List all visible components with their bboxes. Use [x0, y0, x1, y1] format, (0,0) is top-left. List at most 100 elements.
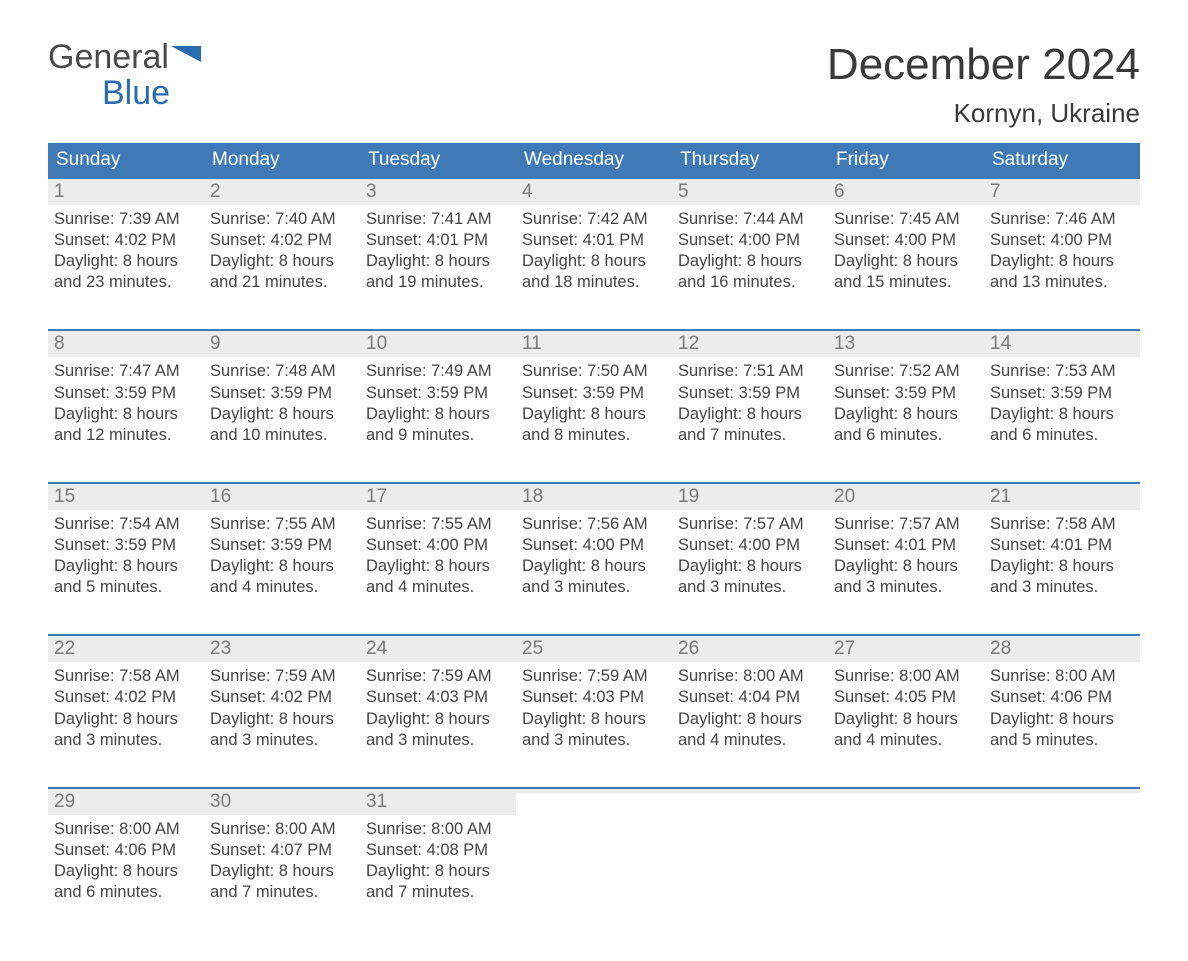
sunrise-value: 7:57 AM — [899, 515, 960, 533]
daylight-label: Daylight: — [678, 710, 742, 728]
title-block: December 2024 Kornyn, Ukraine — [827, 40, 1140, 129]
daylight-line1: Daylight: 8 hours — [54, 556, 198, 577]
sunrise-value: 7:41 AM — [431, 210, 492, 228]
day-cell: 1Sunrise: 7:39 AMSunset: 4:02 PMDaylight… — [48, 179, 204, 311]
sunrise-label: Sunrise: — [678, 515, 739, 533]
sunrise-label: Sunrise: — [54, 515, 115, 533]
sunset-value: 4:00 PM — [739, 536, 800, 554]
sunset-value: 3:59 PM — [739, 384, 800, 402]
sunrise-line: Sunrise: 7:57 AM — [834, 514, 978, 535]
header: General Blue December 2024 Kornyn, Ukrai… — [48, 40, 1140, 129]
daylight-line2: and 3 minutes. — [522, 730, 666, 751]
day-cell: 28Sunrise: 8:00 AMSunset: 4:06 PMDayligh… — [984, 636, 1140, 768]
sunset-line: Sunset: 4:02 PM — [210, 230, 354, 251]
sunrise-value: 7:58 AM — [119, 667, 180, 685]
location-label: Kornyn, Ukraine — [827, 98, 1140, 129]
sunrise-line: Sunrise: 7:59 AM — [210, 666, 354, 687]
sunset-label: Sunset: — [366, 231, 422, 249]
sunrise-label: Sunrise: — [54, 667, 115, 685]
sunset-value: 4:00 PM — [583, 536, 644, 554]
sunrise-label: Sunrise: — [990, 515, 1051, 533]
dow-tuesday: Tuesday — [360, 143, 516, 177]
day-number: 15 — [48, 484, 204, 510]
sunset-label: Sunset: — [678, 688, 734, 706]
sunrise-value: 7:55 AM — [275, 515, 336, 533]
daylight-label: Daylight: — [522, 252, 586, 270]
sunrise-label: Sunrise: — [522, 515, 583, 533]
sunrise-value: 7:56 AM — [587, 515, 648, 533]
daylight-value-1: 8 hours — [747, 557, 802, 575]
sunset-label: Sunset: — [210, 841, 266, 859]
sunset-line: Sunset: 3:59 PM — [210, 383, 354, 404]
daylight-label: Daylight: — [366, 862, 430, 880]
day-body: Sunrise: 7:49 AMSunset: 3:59 PMDaylight:… — [360, 357, 516, 463]
sunrise-value: 7:57 AM — [743, 515, 804, 533]
daylight-line1: Daylight: 8 hours — [54, 251, 198, 272]
sunset-value: 4:00 PM — [739, 231, 800, 249]
daylight-line1: Daylight: 8 hours — [990, 709, 1134, 730]
flag-icon — [171, 40, 201, 76]
sunset-label: Sunset: — [54, 841, 110, 859]
day-cell: 27Sunrise: 8:00 AMSunset: 4:05 PMDayligh… — [828, 636, 984, 768]
daylight-label: Daylight: — [54, 405, 118, 423]
daylight-line1: Daylight: 8 hours — [678, 404, 822, 425]
sunrise-line: Sunrise: 7:44 AM — [678, 209, 822, 230]
day-body: Sunrise: 7:46 AMSunset: 4:00 PMDaylight:… — [984, 205, 1140, 311]
day-body: Sunrise: 7:45 AMSunset: 4:00 PMDaylight:… — [828, 205, 984, 311]
daylight-value-1: 8 hours — [123, 405, 178, 423]
sunrise-value: 7:59 AM — [431, 667, 492, 685]
day-body: Sunrise: 8:00 AMSunset: 4:06 PMDaylight:… — [48, 815, 204, 921]
day-body: Sunrise: 7:55 AMSunset: 3:59 PMDaylight:… — [204, 510, 360, 616]
sunset-value: 4:00 PM — [895, 231, 956, 249]
sunrise-value: 7:52 AM — [899, 362, 960, 380]
sunrise-line: Sunrise: 7:55 AM — [366, 514, 510, 535]
daylight-value-1: 8 hours — [279, 862, 334, 880]
sunrise-label: Sunrise: — [366, 515, 427, 533]
daylight-value-1: 8 hours — [1059, 710, 1114, 728]
sunset-label: Sunset: — [210, 536, 266, 554]
sunset-label: Sunset: — [990, 231, 1046, 249]
sunset-label: Sunset: — [366, 688, 422, 706]
day-cell: 23Sunrise: 7:59 AMSunset: 4:02 PMDayligh… — [204, 636, 360, 768]
day-cell: 11Sunrise: 7:50 AMSunset: 3:59 PMDayligh… — [516, 331, 672, 463]
week-row: 15Sunrise: 7:54 AMSunset: 3:59 PMDayligh… — [48, 482, 1140, 616]
day-body: Sunrise: 7:59 AMSunset: 4:03 PMDaylight:… — [516, 662, 672, 768]
sunset-label: Sunset: — [366, 384, 422, 402]
sunrise-label: Sunrise: — [522, 362, 583, 380]
sunset-label: Sunset: — [834, 231, 890, 249]
day-cell — [828, 789, 984, 921]
daylight-line1: Daylight: 8 hours — [366, 404, 510, 425]
sunset-value: 4:03 PM — [427, 688, 488, 706]
day-body: Sunrise: 7:42 AMSunset: 4:01 PMDaylight:… — [516, 205, 672, 311]
sunrise-value: 8:00 AM — [743, 667, 804, 685]
daylight-line2: and 3 minutes. — [990, 577, 1134, 598]
day-body: Sunrise: 7:40 AMSunset: 4:02 PMDaylight:… — [204, 205, 360, 311]
sunrise-line: Sunrise: 7:56 AM — [522, 514, 666, 535]
sunset-line: Sunset: 4:06 PM — [54, 840, 198, 861]
sunrise-label: Sunrise: — [678, 667, 739, 685]
daylight-value-1: 8 hours — [435, 557, 490, 575]
daylight-line2: and 13 minutes. — [990, 272, 1134, 293]
sunset-value: 4:02 PM — [115, 688, 176, 706]
day-body: Sunrise: 7:41 AMSunset: 4:01 PMDaylight:… — [360, 205, 516, 311]
sunset-value: 4:06 PM — [115, 841, 176, 859]
day-number: 18 — [516, 484, 672, 510]
sunset-value: 4:01 PM — [895, 536, 956, 554]
daylight-line2: and 7 minutes. — [678, 425, 822, 446]
dow-thursday: Thursday — [672, 143, 828, 177]
day-cell: 15Sunrise: 7:54 AMSunset: 3:59 PMDayligh… — [48, 484, 204, 616]
sunrise-line: Sunrise: 7:40 AM — [210, 209, 354, 230]
sunset-line: Sunset: 3:59 PM — [522, 383, 666, 404]
sunrise-line: Sunrise: 7:51 AM — [678, 361, 822, 382]
daylight-value-1: 8 hours — [591, 405, 646, 423]
sunrise-value: 8:00 AM — [119, 820, 180, 838]
daylight-label: Daylight: — [522, 710, 586, 728]
sunset-line: Sunset: 4:02 PM — [54, 687, 198, 708]
day-number: 10 — [360, 331, 516, 357]
daylight-line1: Daylight: 8 hours — [678, 251, 822, 272]
sunset-value: 4:02 PM — [115, 231, 176, 249]
sunset-value: 4:00 PM — [427, 536, 488, 554]
daylight-value-1: 8 hours — [591, 557, 646, 575]
sunrise-line: Sunrise: 7:41 AM — [366, 209, 510, 230]
daylight-line1: Daylight: 8 hours — [834, 709, 978, 730]
